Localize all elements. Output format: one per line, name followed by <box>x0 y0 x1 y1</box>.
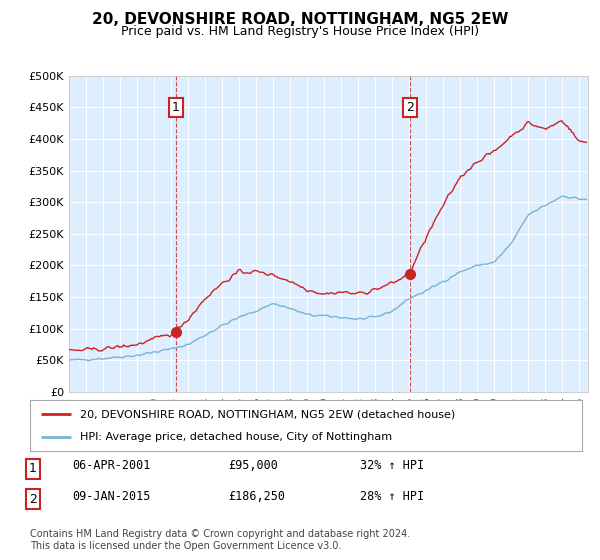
Text: £186,250: £186,250 <box>228 490 285 503</box>
Text: HPI: Average price, detached house, City of Nottingham: HPI: Average price, detached house, City… <box>80 432 392 442</box>
Text: £95,000: £95,000 <box>228 459 278 472</box>
Text: 20, DEVONSHIRE ROAD, NOTTINGHAM, NG5 2EW: 20, DEVONSHIRE ROAD, NOTTINGHAM, NG5 2EW <box>92 12 508 27</box>
Text: 1: 1 <box>29 462 37 475</box>
Text: 2: 2 <box>406 101 414 114</box>
Text: Price paid vs. HM Land Registry's House Price Index (HPI): Price paid vs. HM Land Registry's House … <box>121 25 479 38</box>
Text: 09-JAN-2015: 09-JAN-2015 <box>72 490 151 503</box>
Text: 2: 2 <box>29 493 37 506</box>
Text: 06-APR-2001: 06-APR-2001 <box>72 459 151 472</box>
Text: Contains HM Land Registry data © Crown copyright and database right 2024.
This d: Contains HM Land Registry data © Crown c… <box>30 529 410 551</box>
Text: 32% ↑ HPI: 32% ↑ HPI <box>360 459 424 472</box>
Text: 28% ↑ HPI: 28% ↑ HPI <box>360 490 424 503</box>
Text: 1: 1 <box>172 101 179 114</box>
Text: 20, DEVONSHIRE ROAD, NOTTINGHAM, NG5 2EW (detached house): 20, DEVONSHIRE ROAD, NOTTINGHAM, NG5 2EW… <box>80 409 455 419</box>
